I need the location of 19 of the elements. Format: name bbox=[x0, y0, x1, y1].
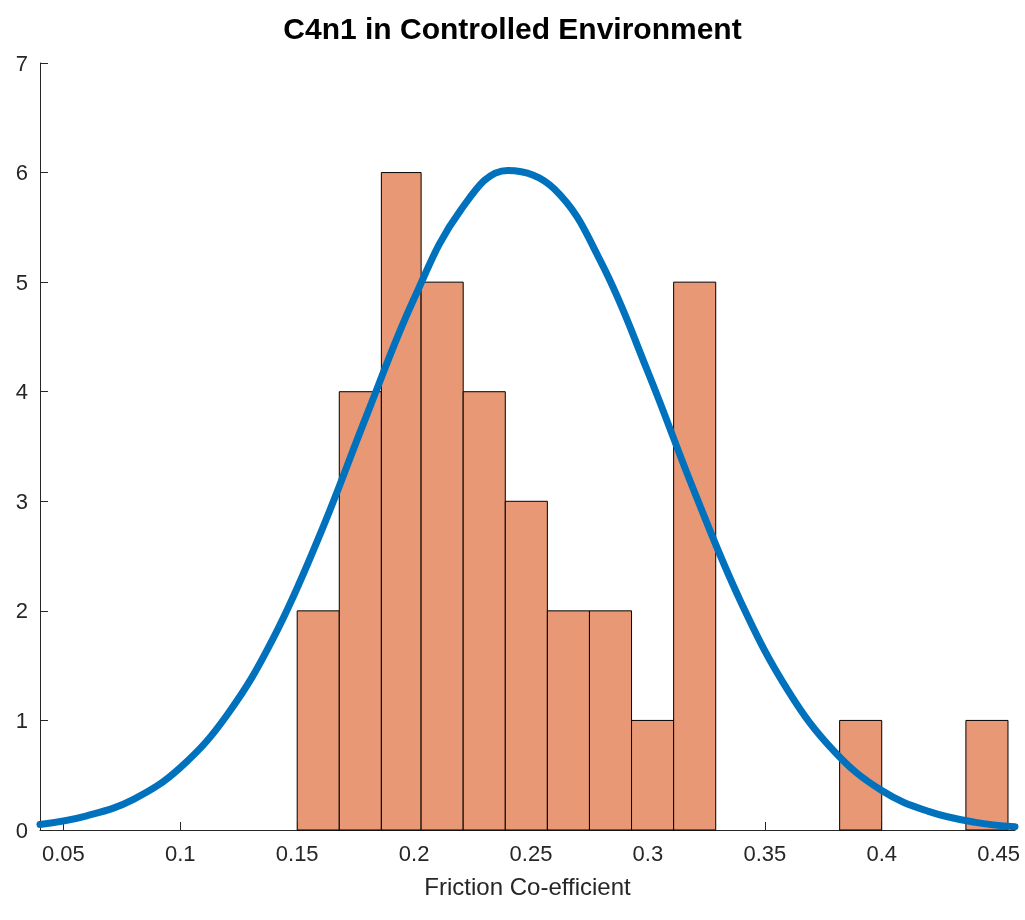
x-tick-label: 0.05 bbox=[41, 840, 85, 866]
y-tick-label: 4 bbox=[15, 379, 28, 405]
y-tick-label: 7 bbox=[15, 50, 28, 76]
y-tick-label: 6 bbox=[15, 160, 28, 186]
x-tick-label: 0.15 bbox=[275, 840, 319, 866]
y-tick-label: 5 bbox=[15, 269, 28, 295]
x-tick-label: 0.35 bbox=[743, 840, 787, 866]
y-tick-label: 1 bbox=[15, 707, 28, 733]
y-tick-label: 2 bbox=[15, 598, 28, 624]
x-tick-label: 0.25 bbox=[509, 840, 553, 866]
y-tick-label: 3 bbox=[15, 488, 28, 514]
chart-title: C4n1 in Controlled Environment bbox=[283, 11, 742, 45]
x-axis-title: Friction Co-efficient bbox=[424, 872, 631, 900]
x-tick-label: 0.4 bbox=[866, 840, 898, 866]
x-tick-label: 0.1 bbox=[164, 840, 196, 866]
x-tick-label: 0.2 bbox=[398, 840, 430, 866]
y-tick-label: 0 bbox=[15, 817, 28, 843]
x-tick-label: 0.3 bbox=[632, 840, 664, 866]
x-tick-label: 0.45 bbox=[977, 840, 1021, 866]
